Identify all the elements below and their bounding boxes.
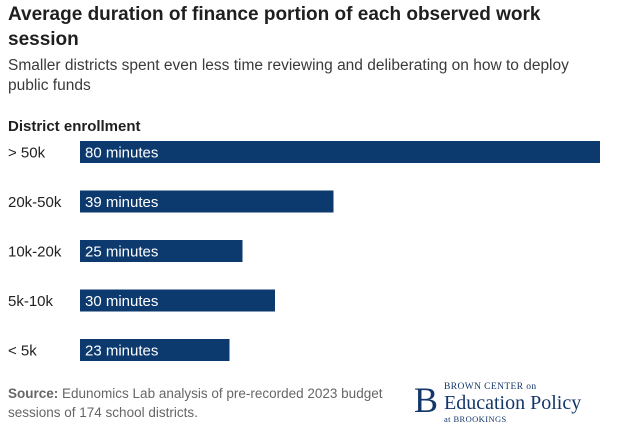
category-label: > 50k <box>8 145 46 162</box>
data-label: 39 minutes <box>85 194 158 211</box>
category-label: 10k-20k <box>8 244 62 261</box>
bar <box>80 240 243 262</box>
logo-line-2: Education Policy <box>444 392 582 414</box>
data-label: 25 minutes <box>85 244 158 261</box>
bar <box>80 339 230 361</box>
category-label: 20k-50k <box>8 194 62 211</box>
logo-line-3: at BROOKINGS <box>444 414 507 424</box>
bar <box>80 141 600 163</box>
chart-subtitle: Smaller districts spent even less time r… <box>8 57 569 94</box>
brookings-logo: B BROWN CENTER on Education Policy at BR… <box>414 380 614 426</box>
category-label: < 5k <box>8 343 37 360</box>
data-label: 23 minutes <box>85 343 158 360</box>
data-label: 30 minutes <box>85 293 158 310</box>
bar <box>80 190 334 213</box>
y-axis-title: District enrollment <box>8 118 141 135</box>
chart-title: Average duration of finance portion of e… <box>8 4 541 50</box>
logo-letter: B <box>414 380 439 420</box>
source-label: Source: <box>8 386 59 401</box>
data-label: 80 minutes <box>85 145 158 162</box>
bar-chart: > 50k 80 minutes 20k-50k 39 minutes 10k-20k 2… <box>8 141 600 361</box>
source-text: Edunomics Lab analysis of pre-recorded 2… <box>8 386 383 420</box>
source-note: Source: Edunomics Lab analysis of pre-re… <box>8 384 388 422</box>
bar <box>80 289 275 312</box>
category-label: 5k-10k <box>8 293 54 310</box>
logo-line-1: BROWN CENTER on <box>444 382 537 392</box>
